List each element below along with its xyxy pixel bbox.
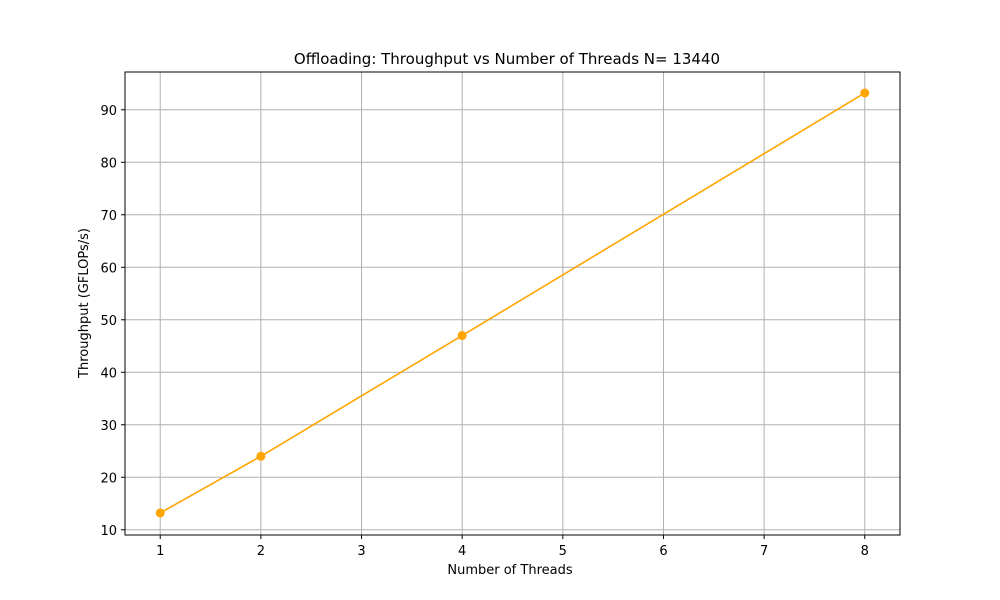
y-tick-label: 60: [100, 261, 117, 276]
x-tick-label: 3: [357, 544, 365, 559]
x-tick-label: 4: [458, 544, 466, 559]
data-point: [256, 451, 266, 461]
y-tick-label: 20: [100, 471, 117, 486]
axes: 1 2 3 4 5 6 7 8 10 20 30 40 50 60 70 80 90: [100, 104, 868, 559]
chart-title: Offloading: Throughput vs Number of Thre…: [294, 50, 720, 68]
y-tick-label: 30: [100, 419, 117, 434]
x-tick-label: 1: [156, 544, 164, 559]
x-tick-label: 7: [760, 544, 768, 559]
series-layer: [155, 88, 870, 518]
y-axis-label: Throughput (GFLOPs/s): [77, 228, 92, 379]
data-point: [155, 508, 165, 518]
data-point: [860, 88, 870, 98]
x-tick-label: 6: [659, 544, 667, 559]
y-tick-label: 10: [100, 524, 117, 539]
x-tick-label: 8: [861, 544, 869, 559]
series-line: [159, 92, 866, 514]
plot-frame: [124, 71, 901, 536]
y-tick-label: 70: [100, 209, 117, 224]
data-point: [457, 331, 467, 341]
y-tick-label: 40: [100, 366, 117, 381]
x-tick-label: 5: [559, 544, 567, 559]
y-tick-label: 80: [100, 156, 117, 171]
grid: [125, 72, 900, 535]
x-tick-label: 2: [257, 544, 265, 559]
x-axis-label: Number of Threads: [447, 563, 572, 578]
y-tick-label: 90: [100, 104, 117, 119]
y-tick-label: 50: [100, 314, 117, 329]
